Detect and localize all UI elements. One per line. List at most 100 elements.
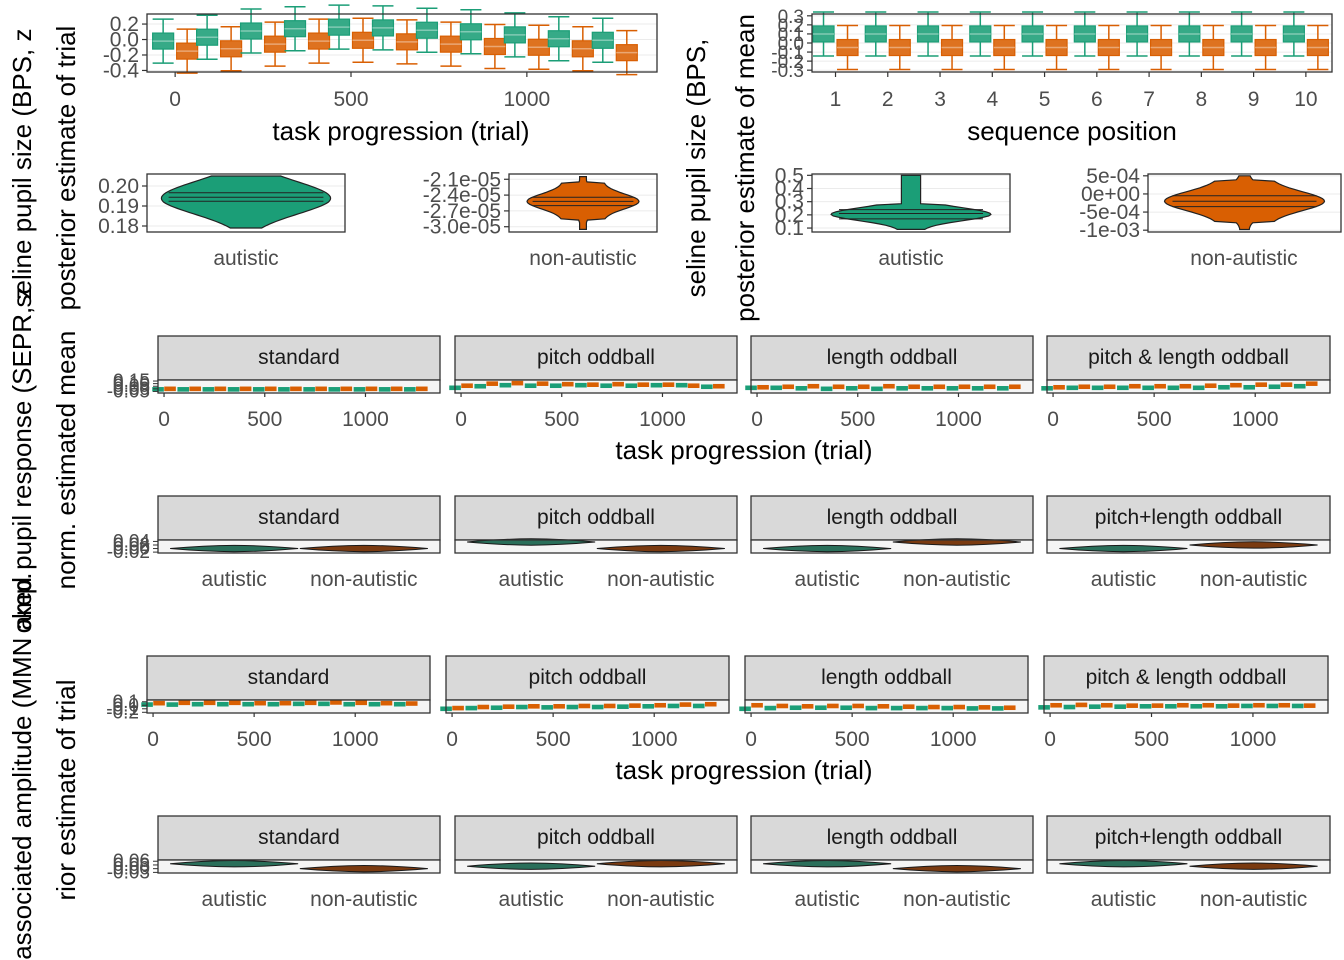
box-mark [1306, 24, 1329, 71]
y-tick-label: -3.0e-05 [423, 216, 501, 239]
facet-strip [750, 495, 1034, 541]
box-mark [553, 704, 565, 709]
box-mark [368, 701, 381, 707]
box-mark [578, 703, 591, 709]
facet-label: standard [258, 346, 340, 369]
y-tick-label: 0.02 [113, 535, 150, 556]
facet-panel: standard autistic non-autistic 0.060.030.00… [107, 815, 441, 911]
y-axis-title: posterior estimate of trial [51, 26, 81, 311]
box-mark [662, 382, 675, 387]
box-mark [1045, 24, 1068, 71]
violin [1189, 862, 1318, 870]
x-category-label: non-autistic [1190, 247, 1297, 270]
box-mark [1278, 702, 1291, 708]
box-mark [642, 704, 655, 709]
x-tick-label: 500 [247, 408, 282, 431]
box-mark [1167, 385, 1180, 391]
x-category-label: autistic [201, 568, 266, 591]
box-mark [836, 24, 859, 71]
box-mark [815, 705, 827, 711]
box-mark [612, 381, 624, 387]
box-mark [328, 387, 341, 392]
box-mark [902, 704, 915, 709]
box-mark [1149, 24, 1173, 71]
y-tick-label: 0.2 [775, 204, 804, 227]
box-mark [625, 383, 638, 389]
box-mark [330, 700, 342, 705]
panel-border [157, 859, 441, 874]
violin [1163, 175, 1326, 231]
x-tick-label: 1000 [930, 728, 977, 751]
box-mark [1151, 703, 1164, 708]
box-mark [327, 4, 351, 50]
y-tick-label: 0.5 [775, 164, 804, 187]
box-mark [896, 386, 908, 391]
box-mark [969, 11, 992, 57]
box-mark [415, 7, 439, 53]
facet-panel: pitch & length oddball 0 500 1000 [1041, 335, 1331, 431]
box-mark [1230, 382, 1242, 388]
box-mark [164, 386, 176, 392]
box-mark [196, 14, 219, 60]
box-mark [541, 705, 553, 710]
box-mark [503, 12, 526, 58]
box-mark [390, 386, 403, 392]
facet-label: pitch & length oddball [1086, 666, 1287, 689]
box-mark [499, 382, 512, 388]
facet-label: length oddball [821, 666, 952, 689]
box-mark [845, 386, 858, 391]
box-mark [1091, 385, 1104, 391]
x-tick-label: 500 [1134, 728, 1169, 751]
box-mark [865, 705, 878, 711]
facet-label: pitch+length oddball [1095, 826, 1282, 849]
box-mark [1266, 703, 1279, 709]
box-mark [393, 701, 406, 707]
y-axis-title: seline pupil size (BPS, z [7, 29, 37, 308]
box-mark [857, 384, 870, 390]
facet-label: standard [258, 826, 340, 849]
y-tick-label: -0.4 [103, 59, 140, 82]
box-mark [1303, 703, 1316, 708]
box-mark [1218, 384, 1230, 390]
box-mark [477, 704, 490, 710]
box-mark [439, 21, 463, 67]
box-mark [304, 700, 317, 706]
box-mark [239, 386, 252, 392]
facet-panel: pitch+length oddball autistic non-autistic [1046, 815, 1331, 911]
y-tick-label: 5e-04 [1086, 165, 1140, 188]
box-mark [177, 387, 190, 392]
x-tick-label: 1000 [504, 88, 551, 111]
box-mark [1268, 384, 1281, 390]
facet-panel: standard autistic non-autistic 0.040.020.00… [107, 495, 441, 591]
violin [526, 176, 640, 230]
violin [299, 864, 428, 873]
x-category-label: non-autistic [1200, 568, 1307, 591]
facet-label: pitch oddball [537, 826, 655, 849]
box-mark [941, 705, 954, 711]
facet-panel: pitch oddball 0 500 1000 [449, 335, 738, 431]
box-mark [516, 704, 528, 710]
y-tick-label: -0.05 [107, 381, 150, 402]
panel-border [811, 173, 1011, 233]
violin [170, 860, 299, 868]
box-mark [1117, 385, 1129, 391]
violin [763, 544, 892, 553]
y-axis-title: vity-associated amplitude (MMN amp. [7, 573, 37, 960]
box-mark [966, 706, 979, 711]
box-mark [795, 386, 808, 391]
box-mark [1204, 383, 1217, 389]
box-mark [827, 703, 839, 709]
box-mark [1293, 383, 1306, 389]
x-tick-label: 6 [1091, 88, 1103, 111]
x-tick-label: 500 [835, 728, 870, 751]
x-tick-label: 0 [1047, 408, 1059, 431]
box-mark [191, 701, 204, 707]
y-tick-label: -2.4e-05 [423, 184, 501, 207]
x-tick-label: 1000 [639, 408, 686, 431]
panel-border [157, 539, 441, 554]
box-mark [217, 701, 229, 707]
y-tick-label: 0.19 [98, 195, 139, 218]
box-mark [1075, 702, 1088, 708]
x-category-label: non-autistic [903, 888, 1010, 911]
